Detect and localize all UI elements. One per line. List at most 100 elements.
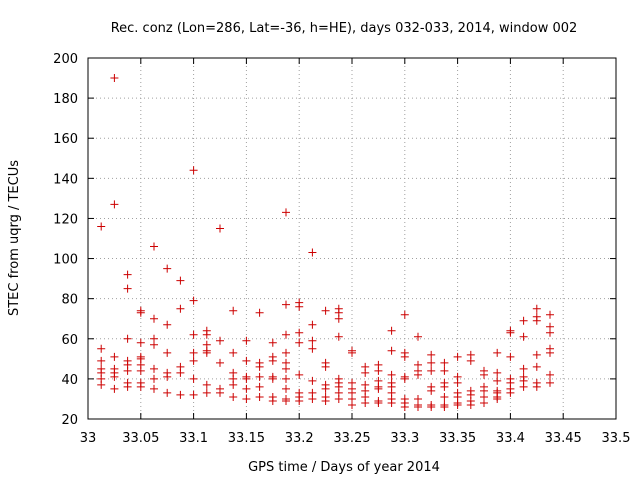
data-point — [202, 348, 211, 357]
x-tick-label: 33 — [80, 431, 97, 446]
x-tick-label: 33.4 — [496, 431, 525, 446]
data-point — [519, 382, 528, 391]
data-point — [440, 382, 449, 391]
data-point — [255, 362, 264, 371]
data-point — [440, 366, 449, 375]
x-tick-label: 33.05 — [122, 431, 159, 446]
x-tick-label: 33.45 — [545, 431, 582, 446]
data-point — [308, 344, 317, 353]
data-point — [308, 376, 317, 385]
data-point — [255, 392, 264, 401]
x-tick-label: 33.15 — [228, 431, 265, 446]
data-point — [308, 248, 317, 257]
data-point — [189, 330, 198, 339]
data-point — [532, 362, 541, 371]
data-point — [97, 222, 106, 231]
data-point — [400, 310, 409, 319]
data-point — [189, 374, 198, 383]
y-tick-label: 140 — [53, 172, 78, 187]
data-point — [334, 394, 343, 403]
data-point — [493, 368, 502, 377]
data-point — [295, 338, 304, 347]
data-point — [136, 366, 145, 375]
data-point — [400, 352, 409, 361]
data-point — [348, 348, 356, 357]
data-point — [268, 396, 277, 405]
data-point — [321, 306, 330, 315]
data-point — [546, 348, 554, 357]
data-point — [493, 348, 502, 357]
data-point — [229, 306, 238, 315]
data-point — [176, 276, 185, 285]
y-tick-label: 60 — [61, 333, 78, 348]
data-point — [110, 384, 119, 393]
data-point — [150, 314, 158, 323]
data-point — [400, 402, 409, 411]
y-tick-label: 180 — [53, 92, 78, 107]
y-tick-label: 120 — [53, 212, 78, 227]
data-point — [123, 366, 132, 375]
data-point — [282, 348, 290, 357]
data-point — [532, 350, 541, 359]
data-point — [229, 348, 238, 357]
data-point — [453, 352, 462, 361]
data-point — [163, 388, 172, 397]
data-point — [255, 372, 264, 381]
x-tick-label: 33.25 — [333, 431, 370, 446]
data-point — [216, 224, 224, 233]
data-point — [163, 348, 172, 357]
data-point — [427, 386, 436, 395]
chart-title: Rec. conz (Lon=286, Lat=-36, h=HE), days… — [111, 21, 578, 36]
x-tick-label: 33.3 — [390, 431, 419, 446]
data-point — [282, 396, 290, 405]
y-tick-label: 80 — [61, 293, 78, 308]
grid-lines — [88, 58, 616, 419]
data-point — [242, 394, 251, 403]
data-point — [387, 370, 396, 379]
data-point — [308, 320, 317, 329]
data-point — [374, 398, 383, 407]
data-point — [361, 398, 370, 407]
data-point — [255, 382, 264, 391]
data-point — [308, 394, 317, 403]
data-point — [453, 378, 462, 387]
data-point — [546, 310, 554, 319]
data-point — [216, 336, 224, 345]
data-point — [546, 370, 554, 379]
data-point — [189, 348, 198, 357]
data-points — [97, 74, 554, 411]
data-point — [519, 332, 528, 341]
x-tick-label: 33.35 — [439, 431, 476, 446]
data-point — [519, 364, 528, 373]
data-point — [334, 314, 343, 323]
data-point — [453, 400, 462, 409]
data-point — [189, 390, 198, 399]
x-axis-label: GPS time / Days of year 2014 — [248, 460, 440, 475]
data-point — [546, 378, 554, 387]
data-point — [123, 284, 132, 293]
axis-ticks: 33 33.05 33.1 33.15 33.2 33.25 33.3 33.35 33.4 33… — [53, 52, 630, 446]
y-tick-label: 160 — [53, 132, 78, 147]
data-point — [150, 384, 158, 393]
data-point — [480, 370, 488, 379]
data-point — [427, 402, 436, 411]
data-point — [150, 242, 158, 251]
data-point — [414, 332, 422, 341]
data-point — [321, 362, 330, 371]
data-point — [334, 332, 343, 341]
data-point — [189, 356, 198, 365]
data-point — [387, 346, 396, 355]
data-point — [295, 396, 304, 405]
data-point — [176, 368, 185, 377]
data-point — [532, 304, 541, 313]
y-tick-label: 200 — [53, 52, 78, 67]
data-point — [427, 358, 436, 367]
data-point — [110, 74, 119, 83]
data-point — [427, 366, 436, 375]
data-point — [136, 338, 145, 347]
data-point — [400, 374, 409, 383]
data-point — [202, 380, 211, 389]
data-point — [506, 352, 515, 361]
data-point — [176, 390, 185, 399]
y-axis-label: STEC from uqrg / TECUs — [7, 160, 22, 316]
